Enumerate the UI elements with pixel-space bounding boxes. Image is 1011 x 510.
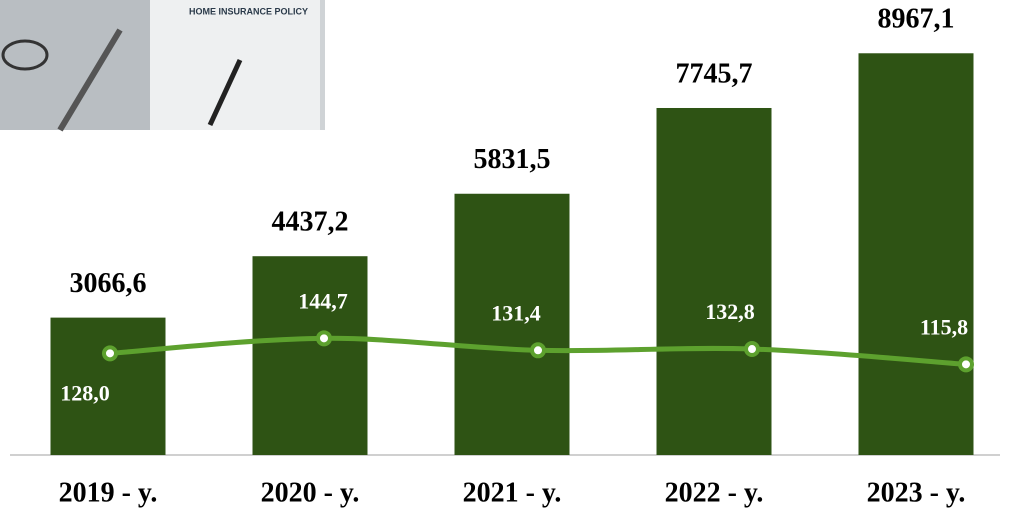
bar <box>252 256 368 455</box>
pen <box>207 58 243 127</box>
x-tick-label: 2020 - y. <box>261 477 360 508</box>
bar <box>858 53 974 455</box>
pen <box>57 28 123 132</box>
line-value-label: 132,8 <box>705 299 755 324</box>
line-value-label: 128,0 <box>60 380 110 405</box>
line-marker <box>102 345 118 362</box>
bar-value-label: 3066,6 <box>70 268 147 299</box>
photo-text: HOME INSURANCE POLICY <box>189 6 308 16</box>
bar-value-label: 8967,1 <box>878 4 955 35</box>
bar-value-label: 4437,2 <box>272 207 349 238</box>
line-value-label: 131,4 <box>491 300 541 325</box>
x-tick-label: 2022 - y. <box>665 477 764 508</box>
bar <box>656 107 772 455</box>
bar <box>50 317 166 455</box>
line-value-label: 115,8 <box>920 314 968 339</box>
x-tick-label: 2023 - y. <box>867 477 966 508</box>
line-marker <box>316 330 332 347</box>
bar-value-label: 7745,7 <box>676 58 753 89</box>
line-value-label: 144,7 <box>298 288 348 313</box>
line-marker <box>958 356 974 373</box>
line-marker <box>744 341 760 358</box>
glasses <box>1 39 49 71</box>
x-tick-label: 2019 - y. <box>59 477 158 508</box>
line-marker <box>530 342 546 359</box>
bar <box>454 193 570 456</box>
photo: HOME INSURANCE POLICY <box>0 0 325 132</box>
bar-value-label: 5831,5 <box>474 144 551 175</box>
x-tick-label: 2021 - y. <box>463 477 562 508</box>
